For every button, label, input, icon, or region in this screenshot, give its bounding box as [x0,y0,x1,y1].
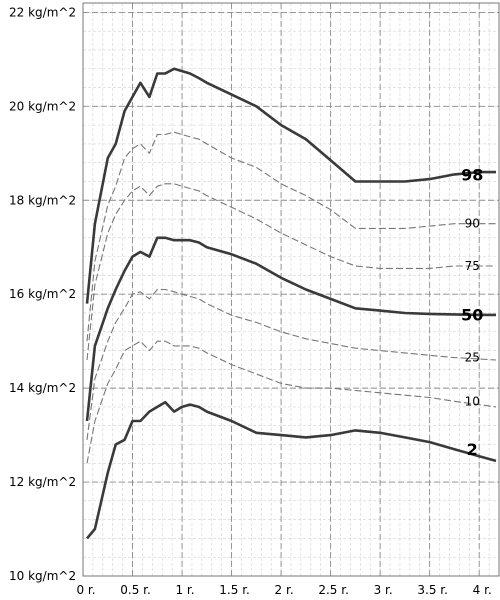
x-tick-label: 2.5 r. [318,583,349,597]
x-tick-label: 1 r. [175,583,194,597]
x-tick-label: 3 r. [374,583,393,597]
y-tick-label: 12 kg/m^2 [9,475,76,489]
series-label-2: 2 [467,440,478,459]
x-tick-label: 0.5 r. [120,583,151,597]
x-tick-label: 4 r. [473,583,492,597]
series-label-50: 50 [461,305,483,324]
series-line-75 [86,183,496,361]
series-lines [85,67,497,540]
y-axis-tick-labels: 10 kg/m^2 12 kg/m^2 14 kg/m^2 16 kg/m^2 18 k… [9,5,76,583]
series-line-50 [85,236,496,422]
plot-border [82,2,500,577]
series-label-98: 98 [461,165,483,184]
series-line-25 [86,288,497,440]
y-tick-label: 18 kg/m^2 [9,193,76,207]
series-label-10: 10 [465,394,480,408]
y-tick-label: 14 kg/m^2 [9,381,76,395]
x-axis-tick-labels: 0 r. 0.5 r. 1 r. 1.5 r. 2 r. 2.5 r. 3 r. 3.5 r.… [76,583,491,597]
x-tick-label: 1.5 r. [219,583,250,597]
series-line-10 [86,340,497,464]
series-line-90 [86,131,496,342]
y-tick-label: 10 kg/m^2 [9,569,76,583]
x-tick-label: 3.5 r. [417,583,448,597]
y-tick-label: 22 kg/m^2 [9,5,76,19]
y-tick-label: 16 kg/m^2 [9,287,76,301]
series-line-2 [86,400,497,540]
series-line-98 [85,67,496,304]
x-tick-label: 0 r. [76,583,95,597]
series-labels: 98 90 75 50 25 10 2 [461,165,483,459]
series-label-25: 25 [465,351,480,365]
series-label-90: 90 [465,217,480,231]
x-tick-label: 2 r. [275,583,294,597]
series-label-75: 75 [465,259,480,273]
y-tick-label: 20 kg/m^2 [9,99,76,113]
